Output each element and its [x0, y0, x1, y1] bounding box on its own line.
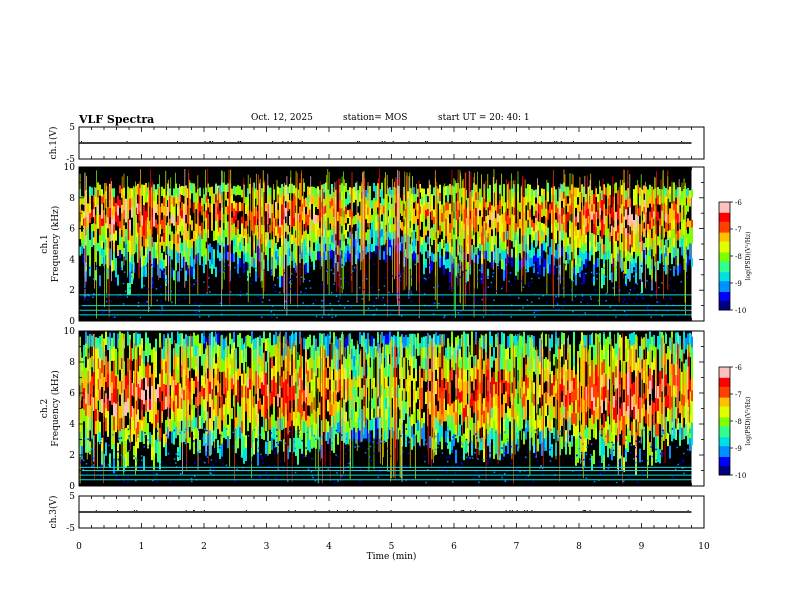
ch2-spectrogram-ytick-label: 4: [69, 420, 75, 430]
ch2-spectrogram-colorbar: -6 -7 -8 -9 -10 log(PSD)(V²/Hz): [718, 364, 752, 480]
ch1-spectrogram-ytick-label: 2: [69, 286, 75, 296]
x-tick-label: 3: [264, 542, 270, 552]
ch3-voltage-ytick-label: -5: [66, 524, 75, 534]
x-tick-label: 10: [698, 542, 710, 552]
station-label: station= MOS: [343, 113, 408, 123]
x-tick-label: 1: [139, 542, 145, 552]
ch2-spectrogram-ytick-label: 10: [64, 327, 76, 337]
x-tick-label: 9: [639, 542, 645, 552]
ch1-spectrogram-colorbar-tick: -6: [735, 199, 742, 207]
ch2-spectrogram-colorbar-tick: -9: [735, 445, 742, 453]
ch1-spectrogram-colorbar-tick: -9: [735, 280, 742, 288]
ch1-spectrogram: [79, 167, 704, 321]
ch1-spectrogram-ytick-label: 8: [69, 194, 75, 204]
ch1-spectrogram-colorbar-tick: -10: [735, 307, 746, 315]
ch1-voltage-ytick-label: -5: [66, 155, 75, 165]
ch2-spectrogram-ylabel-text: ch.2Frequency (kHz): [40, 370, 61, 447]
ch2-spectrogram-ticks: [78, 331, 705, 486]
ch2-spectrogram-colorbar-tick: -10: [735, 472, 746, 480]
ch2-spectrogram-ytick-label: 8: [69, 358, 75, 368]
ch1-voltage-ylabel-text: ch.1(V): [48, 127, 59, 160]
ch2-spectrogram-colorbar-label: log(PSD)(V²/Hz): [745, 397, 752, 446]
start-time-label: start UT = 20: 40: 1: [438, 113, 530, 123]
x-tick-label: 0: [76, 542, 82, 552]
ch1-spectrogram-colorbar-tick: -8: [735, 253, 742, 261]
figure-title: VLF Spectra: [79, 113, 155, 126]
ch2-spectrogram: [78, 331, 704, 486]
ch1-spectrogram-colorbar-label: log(PSD)(V²/Hz): [745, 232, 752, 281]
x-tick-label: 6: [451, 542, 457, 552]
ch1-spectrogram-ticks: [78, 167, 705, 321]
ch2-spectrogram-colorbar-tick: -7: [735, 391, 742, 399]
ch1-voltage-ticks: [78, 127, 705, 159]
ch2-spectrogram-ytick-label: 2: [69, 451, 75, 461]
ch1-spectrogram-ytick-label: 6: [69, 225, 75, 235]
ch1-spectrogram-ylabel-text: ch.1Frequency (kHz): [40, 206, 61, 283]
x-tick-label: 8: [576, 542, 582, 552]
ch3-voltage-ylabel-text: ch.3(V): [48, 496, 59, 529]
x-tick-label: 5: [389, 542, 395, 552]
date-label: Oct. 12, 2025: [251, 113, 313, 123]
x-axis-label: Time (min): [367, 551, 417, 562]
ch1-spectrogram-ytick-label: 10: [64, 163, 76, 173]
ch3-voltage-ylabel: ch.3(V): [48, 496, 59, 529]
ch1-spectrogram-ytick-label: 4: [69, 255, 75, 265]
ch2-spectrogram-colorbar-tick: -6: [735, 364, 742, 372]
ch1-spectrogram-colorbar-tick: -7: [735, 226, 742, 234]
ch2-spectrogram-ytick-label: 6: [69, 389, 75, 399]
x-tick-label: 7: [514, 542, 520, 552]
ch2-spectrogram-colorbar-tick: -8: [735, 418, 742, 426]
ch1-spectrogram-ytick-label: 0: [69, 317, 75, 327]
ch2-spectrogram-ylabel: ch.2Frequency (kHz): [40, 370, 61, 447]
ch3-voltage-ticks: [78, 496, 705, 528]
ch3-voltage-ytick-label: 5: [69, 492, 75, 502]
ch2-spectrogram-ytick-label: 0: [69, 482, 75, 492]
x-tick-label: 4: [326, 542, 332, 552]
ch1-spectrogram-ylabel: ch.1Frequency (kHz): [40, 206, 61, 283]
x-tick-label: 2: [201, 542, 207, 552]
ch1-voltage-ytick-label: 5: [69, 123, 75, 133]
ch1-spectrogram-colorbar: -6 -7 -8 -9 -10 log(PSD)(V²/Hz): [718, 199, 752, 315]
ch1-voltage-ylabel: ch.1(V): [48, 127, 59, 160]
